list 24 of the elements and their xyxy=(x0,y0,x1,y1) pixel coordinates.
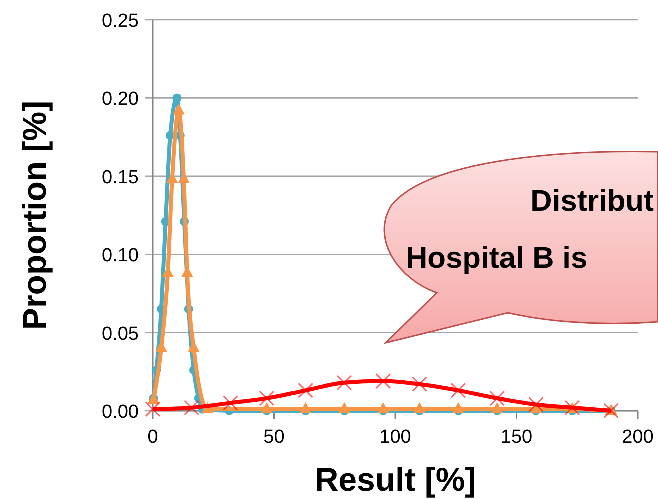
point xyxy=(491,402,504,414)
point xyxy=(300,402,312,414)
point xyxy=(172,104,185,115)
y-tick-label: 0.20 xyxy=(102,89,139,110)
x-tick-label: 50 xyxy=(264,427,285,448)
x-tick-label: 200 xyxy=(622,427,654,448)
y-tick-label: 0.00 xyxy=(102,402,139,423)
point xyxy=(414,402,426,414)
y-tick-label: 0.10 xyxy=(102,246,139,267)
point xyxy=(338,402,351,414)
y-tick-label: 0.25 xyxy=(102,11,139,32)
y-axis-title: Proportion [%] xyxy=(16,100,53,330)
point xyxy=(452,402,465,414)
x-tick-label: 100 xyxy=(380,427,412,448)
point xyxy=(260,402,273,414)
point xyxy=(377,402,390,414)
annotation: Distribut xyxy=(530,185,654,218)
x-tick-label: 150 xyxy=(500,427,533,448)
y-tick-label: 0.15 xyxy=(102,167,139,188)
y-tick-label: 0.05 xyxy=(102,324,139,345)
x-axis-title: Result [%] xyxy=(314,461,476,498)
annotation: Hospital B is xyxy=(406,242,588,275)
x-tick-label: 0 xyxy=(148,427,158,448)
point xyxy=(172,94,182,103)
